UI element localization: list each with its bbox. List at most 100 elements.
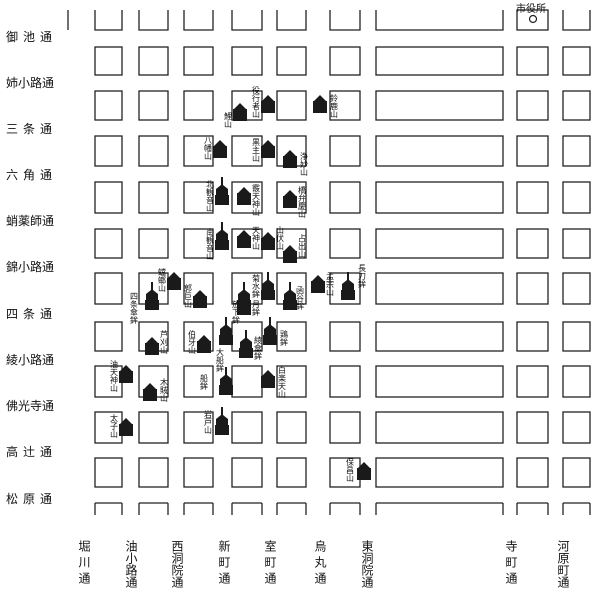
float-hoshoyama[interactable]: 保昌山 <box>346 457 372 483</box>
float-mokuzayama[interactable]: 木賊山 <box>143 377 169 403</box>
city-block <box>516 228 549 259</box>
yama-float-icon <box>119 365 133 383</box>
city-block <box>183 228 214 259</box>
float-kankohoko[interactable]: 函谷鉾 <box>283 282 305 311</box>
city-block <box>138 228 169 259</box>
hoko-float-icon <box>219 367 233 395</box>
float-hachimanyama[interactable]: 八幡山 <box>204 136 228 161</box>
partial-block <box>231 10 263 31</box>
float-aburatenjinyama[interactable]: 油天神山 <box>110 359 134 393</box>
float-label: 伯牙山 <box>188 329 197 355</box>
float-minamikannonyama[interactable]: 南観音山 <box>206 222 230 261</box>
city-block <box>329 228 361 259</box>
street-label-teramachi: 寺町通 <box>504 540 518 588</box>
partial-block <box>94 10 123 31</box>
street-label-anekoji: 姉小路通 <box>6 75 54 90</box>
city-block <box>276 90 307 121</box>
city-block <box>276 365 307 398</box>
yama-float-icon <box>313 95 327 113</box>
street-label-ayanokoji: 綾小路通 <box>6 352 54 367</box>
city-block <box>516 321 549 352</box>
city-block <box>94 228 123 259</box>
city-block <box>562 411 591 444</box>
float-kitakannonyama[interactable]: 北観音山 <box>206 177 230 213</box>
city-block <box>138 411 169 444</box>
city-block <box>276 457 307 488</box>
float-label: 孟宗山 <box>326 271 335 297</box>
float-label: 浄妙山 <box>300 151 309 177</box>
city-block <box>231 457 263 488</box>
yama-float-icon <box>233 103 247 121</box>
city-block <box>516 135 549 167</box>
hoko-float-icon <box>263 317 277 345</box>
float-koiyama[interactable]: 鯉山 <box>224 103 248 129</box>
float-label: 蟷螂山 <box>158 267 167 293</box>
street-label-kawaramachi: 河原町通 <box>556 540 570 588</box>
float-abarayama[interactable]: 芦刈山 <box>145 329 169 355</box>
float-suzukayama[interactable]: 鈴鹿山 <box>313 93 339 119</box>
float-hakuyama[interactable]: 橋弁慶山 <box>283 185 307 219</box>
city-block <box>562 457 591 488</box>
float-tenjinyama[interactable]: 天神山 <box>237 226 261 251</box>
city-block <box>276 321 307 352</box>
float-iwatoyama[interactable]: 岩戸山 <box>204 407 230 435</box>
float-joumyouyama[interactable]: 浄妙山 <box>283 150 309 177</box>
street-label-muromachi: 室町通 <box>263 539 277 588</box>
float-ayagasa[interactable]: 綾傘鉾 <box>239 330 263 361</box>
hoko-float-icon <box>341 272 355 300</box>
street-label-matsubara: 松原通 <box>6 492 57 506</box>
street-label-horikawa: 堀川通 <box>77 539 91 588</box>
float-label: 綾傘鉾 <box>254 335 263 361</box>
yama-float-icon <box>261 95 275 113</box>
float-label: 油天神山 <box>110 359 119 393</box>
city-block <box>562 46 591 76</box>
street-label-shinmachi: 新町通 <box>217 539 231 588</box>
city-block <box>329 411 361 444</box>
city-block <box>562 228 591 259</box>
float-hakugayama[interactable]: 伯牙山 <box>188 329 212 355</box>
city-block <box>375 135 504 167</box>
hoko-float-icon <box>261 272 275 300</box>
city-block <box>183 135 214 167</box>
float-moso[interactable]: 孟宗山 <box>311 271 335 297</box>
float-label: 山伏山 <box>276 225 285 251</box>
street-label-nishikikoji: 錦小路通 <box>6 259 54 274</box>
city-block <box>231 365 263 398</box>
float-label: 鯉山 <box>224 111 233 129</box>
hoko-float-icon <box>215 177 229 205</box>
float-urade[interactable]: 占出山 <box>283 233 307 263</box>
float-toroyama[interactable]: 蟷螂山 <box>158 267 182 293</box>
city-block <box>138 181 169 214</box>
float-hoshikayama[interactable]: 白楽天山 <box>261 365 287 399</box>
float-oofune[interactable]: 大船鉾 <box>216 317 234 373</box>
float-funehoko[interactable]: 船鉾 <box>200 367 234 395</box>
yama-float-icon <box>119 418 133 436</box>
float-taishiyama[interactable]: 太子山 <box>110 413 134 439</box>
float-hoshita[interactable]: 郭巨山 <box>184 283 208 309</box>
float-label: 役行者山 <box>252 85 261 119</box>
ew-street-labels: 御池通 姉小路通 三条通 六角通 蛸薬師通 錦小路通 四条通 綾小路通 佛光寺通… <box>6 29 57 506</box>
city-block <box>375 365 504 398</box>
city-office-marker[interactable]: 市役所 <box>516 2 546 24</box>
float-yamabushi[interactable]: 山伏山 <box>261 225 285 251</box>
yama-float-icon <box>357 462 371 480</box>
float-kuronushiyama[interactable]: 黒主山 <box>252 138 276 163</box>
float-label: 船鉾 <box>200 373 209 391</box>
yama-float-icon <box>283 150 297 168</box>
yama-float-icon <box>145 337 159 355</box>
partial-block <box>183 10 214 31</box>
float-kikusuihoko[interactable]: 菊水鉾 <box>252 272 276 300</box>
float-shijokasahoko[interactable]: 四条傘鉾 <box>130 282 160 325</box>
city-block <box>375 228 504 259</box>
float-niwatorihoko[interactable]: 鶏鉾 <box>263 317 289 347</box>
yama-float-icon <box>193 290 207 308</box>
float-label: 長刀鉾 <box>358 264 367 289</box>
float-sumo[interactable]: 霰天神山 <box>237 184 261 217</box>
float-naginatahoko[interactable]: 長刀鉾 <box>341 264 367 300</box>
float-taka[interactable]: 放下鉾 <box>232 287 252 325</box>
city-block <box>375 181 504 214</box>
float-yakushiyama[interactable]: 役行者山 <box>252 85 276 119</box>
float-label: 北観音山 <box>206 180 215 213</box>
city-block <box>375 272 504 305</box>
